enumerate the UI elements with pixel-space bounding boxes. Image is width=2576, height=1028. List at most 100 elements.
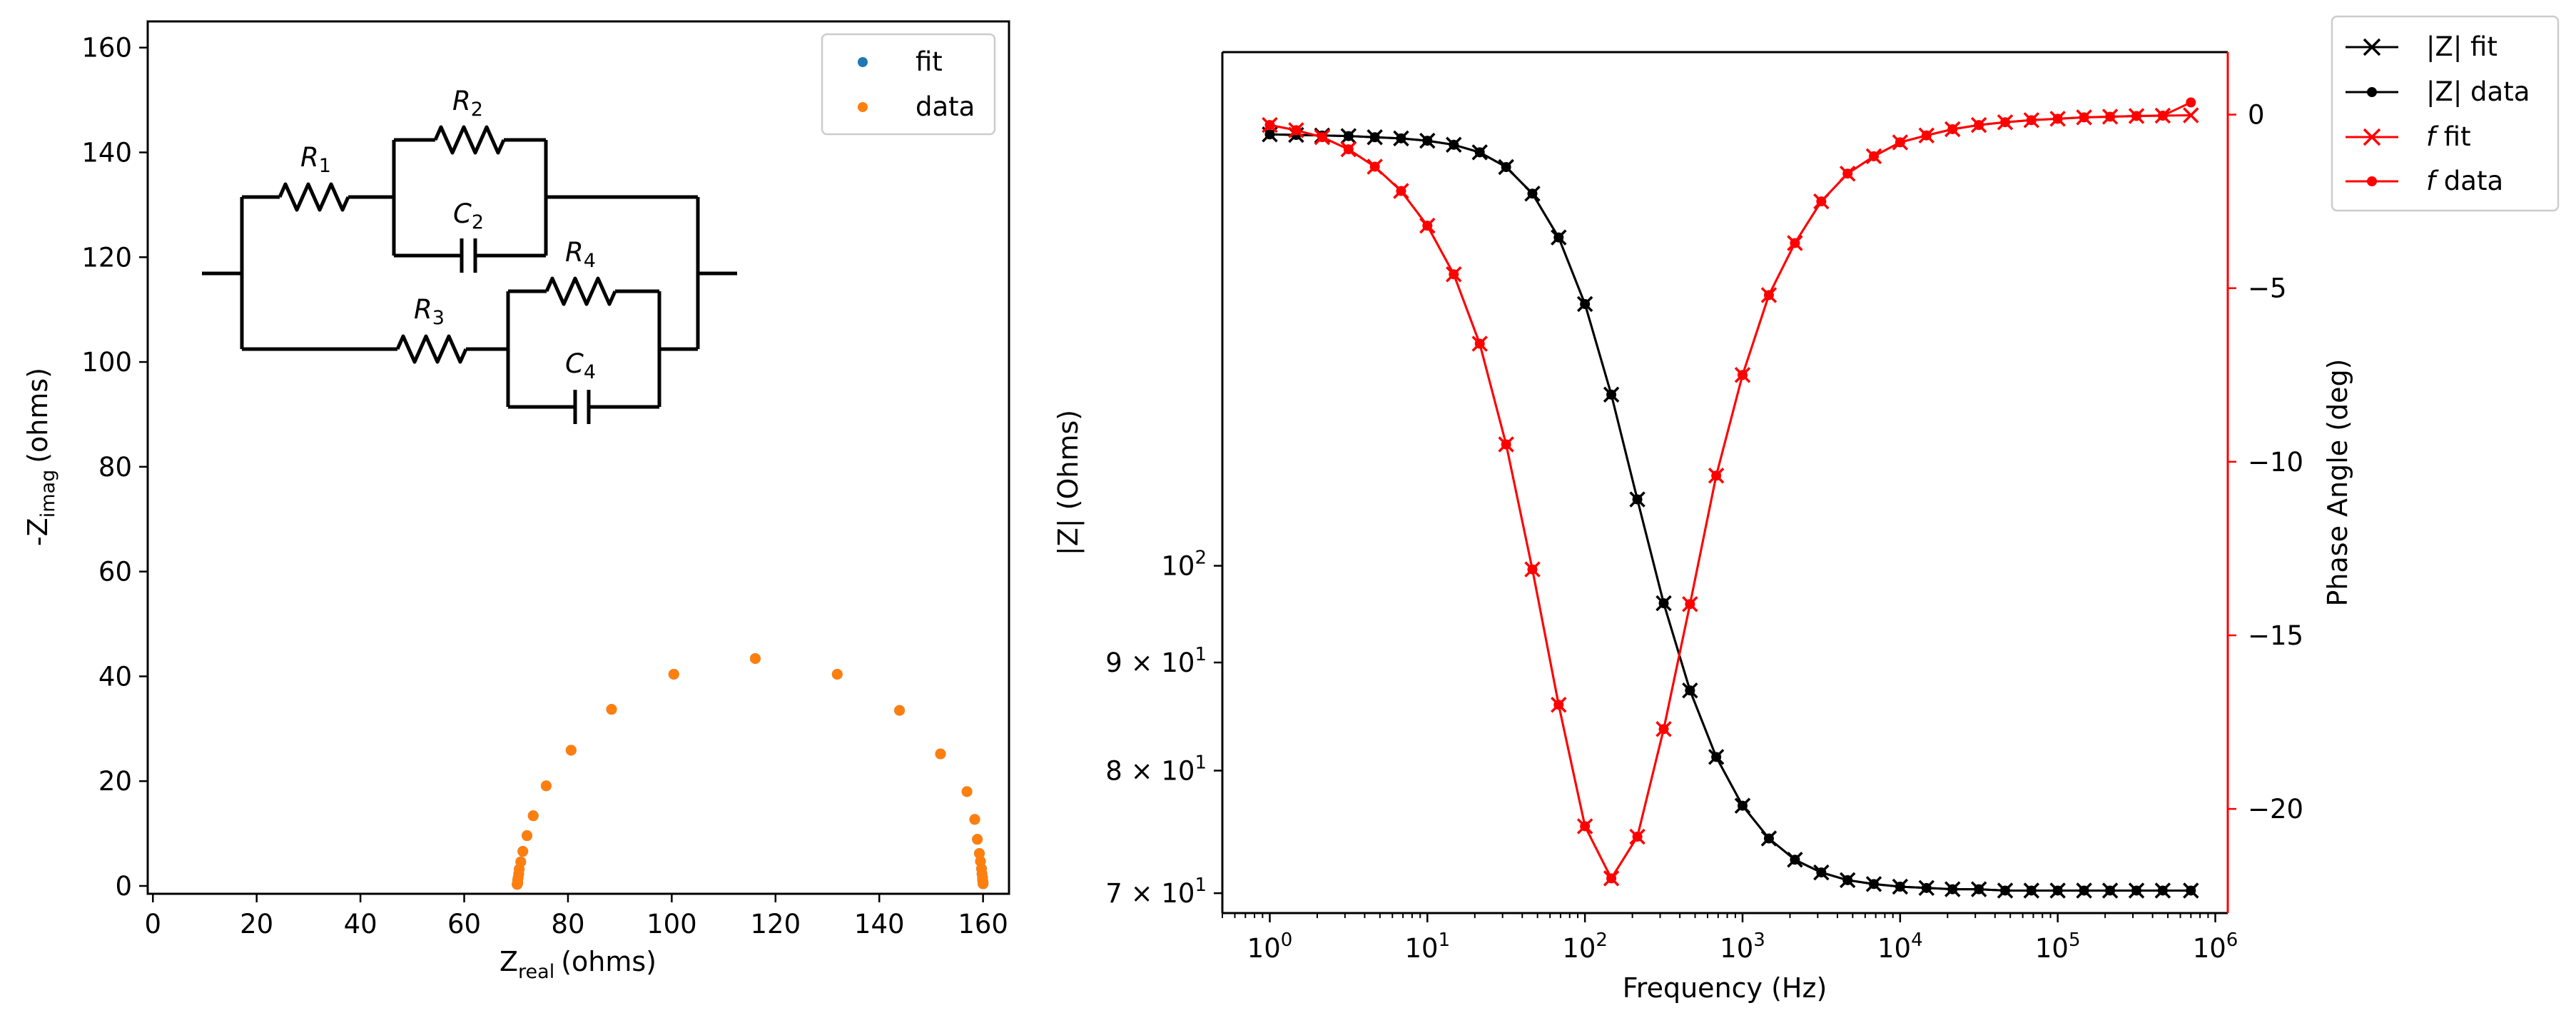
point-data <box>606 704 617 715</box>
marker-f data <box>1553 700 1564 710</box>
nyquist-plot: 0 20 40 60 80 100 120 140 160 0 20 40 60 80 100 120 140… <box>22 20 1010 983</box>
legend-zdata-label: |Z| data <box>2426 76 2530 107</box>
marker-f data <box>1921 130 1932 141</box>
legend-fit-label: fit <box>916 46 943 77</box>
y-tick-label: 160 <box>81 33 132 64</box>
marker-f data <box>1974 120 1984 131</box>
bode-left-y-axis-label: |Z| (Ohms) <box>1053 410 1085 555</box>
y-tick-label: 100 <box>81 347 132 378</box>
marker-|Z| data <box>1763 833 1774 844</box>
y-tick-label: 0 <box>115 871 132 902</box>
label-r3: R3 <box>414 294 445 329</box>
point-data <box>565 745 577 756</box>
legend-zfit-label: |Z| fit <box>2426 31 2498 62</box>
bode-legend-box <box>2331 15 2560 212</box>
point-data <box>540 780 552 792</box>
marker-f data <box>1737 370 1748 381</box>
y-tick-label: 120 <box>81 242 132 273</box>
marker-f data <box>1763 290 1774 301</box>
legend-zfit-marker <box>2363 38 2381 56</box>
marker-f data <box>2079 112 2089 123</box>
marker-|Z| data <box>1264 129 1275 140</box>
marker-|Z| data <box>1501 162 1511 173</box>
x-tick-label: 106 <box>2193 929 2238 964</box>
legend-fit-marker <box>858 57 868 67</box>
nyquist-plot-frame <box>146 20 1010 895</box>
marker-f data <box>1580 821 1591 832</box>
marker-|Z| data <box>1396 133 1406 143</box>
marker-|Z| data <box>1737 800 1748 811</box>
marker-|Z| data <box>2000 885 2011 896</box>
right-y-tick-label: −10 <box>2248 447 2303 478</box>
marker-f data <box>2186 97 2196 108</box>
marker-f data <box>1658 724 1669 735</box>
marker-f data <box>1501 439 1511 450</box>
legend-ffit-label: f fit <box>2426 121 2471 152</box>
point-data <box>517 846 529 857</box>
point-data <box>749 652 761 664</box>
bode-right-y-axis-label: Phase Angle (deg) <box>2322 358 2353 606</box>
marker-f data <box>1474 338 1485 349</box>
bode-plot: 100 101 102 103 104 105 106 102 9 × 101 8 × 101 7 … <box>1053 15 2560 1004</box>
marker-|Z| data <box>1580 298 1591 309</box>
marker-f data <box>2157 110 2168 121</box>
marker-|Z| data <box>1711 752 1722 762</box>
y-tick-label: 40 <box>98 661 132 692</box>
marker-|Z| data <box>1527 188 1538 199</box>
circuit-diagram <box>202 125 737 424</box>
point-data <box>969 814 980 825</box>
x-tick-label: 100 <box>1247 929 1293 964</box>
marker-f data <box>1264 120 1275 131</box>
legend-ffit-marker <box>2363 128 2381 146</box>
y-tick-label: 140 <box>81 137 132 168</box>
label-r2: R2 <box>452 86 483 121</box>
nyquist-y-ticks: 0 20 40 60 80 100 120 140 160 <box>81 33 148 902</box>
marker-|Z| data <box>1449 139 1459 150</box>
marker-f data <box>1369 161 1380 172</box>
marker-|Z| data <box>1606 389 1617 400</box>
point-data <box>512 879 523 890</box>
marker-|Z| data <box>2105 885 2116 896</box>
x-tick-label: 20 <box>240 909 273 939</box>
marker-|Z| data <box>1947 884 1958 895</box>
left-y-tick-label: 9 × 101 <box>1105 644 1207 678</box>
nyquist-x-ticks: 0 20 40 60 80 100 120 140 160 <box>144 894 1008 939</box>
marker-|Z| data <box>2079 885 2089 896</box>
nyquist-points <box>512 652 989 890</box>
x-tick-label: 104 <box>1877 929 1923 964</box>
x-tick-label: 103 <box>1720 929 1765 964</box>
marker-f data <box>1947 124 1958 134</box>
point-data <box>975 855 986 867</box>
y-tick-label: 80 <box>98 452 132 483</box>
x-tick-label: 101 <box>1404 929 1450 964</box>
nyquist-y-axis-label: -Zimag(ohms) <box>22 368 59 546</box>
right-y-tick-label: −15 <box>2248 620 2303 651</box>
x-tick-label: 105 <box>2035 929 2081 964</box>
x-tick-label: 102 <box>1562 929 1608 964</box>
legend-fdata-label: f data <box>2426 166 2503 196</box>
left-y-tick-label: 7 × 101 <box>1105 875 1207 909</box>
label-r4: R4 <box>565 237 596 272</box>
point-data <box>961 786 973 797</box>
marker-f data <box>1711 470 1722 481</box>
marker-|Z| data <box>1816 867 1827 878</box>
marker-|Z| data <box>2186 885 2196 896</box>
marker-f data <box>2105 111 2116 122</box>
x-tick-label: 140 <box>854 909 905 939</box>
left-y-tick-label: 102 <box>1161 548 1207 582</box>
bode-plot-frame <box>1221 51 2229 914</box>
right-y-tick-label: −20 <box>2248 794 2303 825</box>
marker-f data <box>1632 832 1643 842</box>
marker-f data <box>1396 186 1406 196</box>
x-tick-label: 160 <box>958 909 1008 939</box>
point-data <box>831 668 843 680</box>
point-data <box>972 834 983 845</box>
marker-f data <box>2000 117 2011 128</box>
marker-|Z| data <box>1790 855 1800 865</box>
marker-|Z| data <box>1658 598 1669 609</box>
right-y-tick-label: −5 <box>2248 273 2287 304</box>
legend-data-label: data <box>916 91 975 122</box>
marker-|Z| data <box>2157 885 2168 896</box>
point-data <box>935 748 946 760</box>
